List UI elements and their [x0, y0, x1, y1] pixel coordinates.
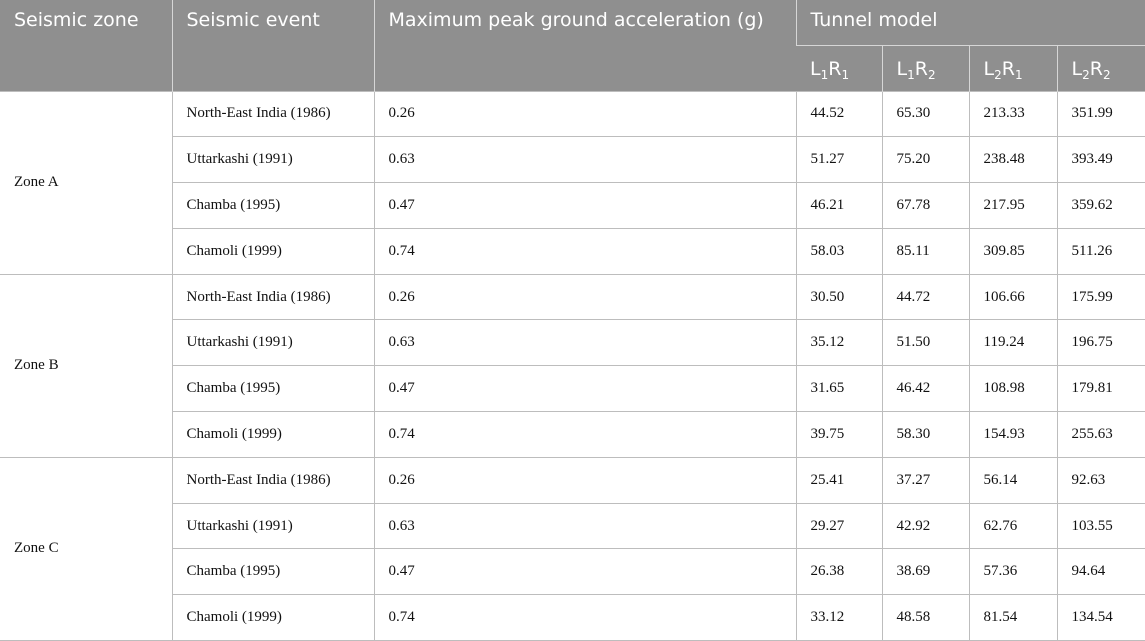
pga-cell: 0.26 — [373, 273, 797, 321]
header-model-l2r2: L2R2 — [1056, 44, 1145, 91]
value-cell: 37.27 — [881, 456, 970, 504]
value-cell: 56.14 — [968, 456, 1058, 504]
value-cell: 58.03 — [795, 227, 883, 275]
pga-cell: 0.47 — [373, 182, 797, 229]
pga-cell: 0.74 — [373, 594, 797, 641]
value-cell: 39.75 — [795, 411, 883, 458]
value-cell: 38.69 — [881, 548, 970, 596]
table-header: Seismic zone Seismic event Maximum peak … — [0, 0, 1145, 91]
value-cell: 51.50 — [881, 319, 970, 367]
value-cell: 309.85 — [968, 227, 1058, 275]
value-cell: 30.50 — [795, 273, 883, 321]
table-row: Zone B North-East India (1986) 0.26 30.50 44… — [0, 273, 1145, 458]
zone-label: Zone A — [0, 90, 173, 275]
value-cell: 46.42 — [881, 365, 970, 413]
value-cell: 51.27 — [795, 136, 883, 184]
value-cell: 75.20 — [881, 136, 970, 184]
event-cell: North-East India (1986) — [171, 90, 375, 138]
value-cell: 31.65 — [795, 365, 883, 413]
value-cell: 154.93 — [968, 411, 1058, 458]
table-body: Zone A North-East India (1986) 0.26 44.52 65… — [0, 90, 1145, 641]
table-row: Zone A North-East India (1986) 0.26 44.52 65… — [0, 90, 1145, 275]
header-seismic-event: Seismic event — [171, 0, 374, 91]
pga-cell: 0.26 — [373, 90, 797, 138]
header-model-l1r2: L1R2 — [881, 44, 969, 91]
value-cell: 65.30 — [881, 90, 970, 138]
table-row: Zone C North-East India (1986) 0.26 25.41 37… — [0, 456, 1145, 641]
value-cell: 511.26 — [1056, 227, 1145, 275]
value-cell: 196.75 — [1056, 319, 1145, 367]
event-cell: Uttarkashi (1991) — [172, 502, 375, 550]
value-cell: 44.52 — [795, 90, 883, 138]
value-cell: 33.12 — [795, 594, 883, 641]
value-cell: 238.48 — [968, 136, 1058, 184]
value-cell: 25.41 — [795, 456, 883, 504]
value-cell: 393.49 — [1056, 136, 1145, 184]
event-cell: Chamba (1995) — [172, 182, 375, 229]
value-cell: 255.63 — [1056, 411, 1145, 458]
zone-label: Zone C — [0, 456, 173, 641]
table-row: Uttarkashi (1991) 0.63 29.27 42.92 62.76 103.… — [0, 502, 1145, 550]
value-cell: 92.63 — [1056, 456, 1145, 504]
event-cell: North-East India (1986) — [171, 456, 375, 504]
pga-cell: 0.47 — [373, 548, 797, 596]
table-row: Chamoli (1999) 0.74 33.12 48.58 81.54 134.54 — [0, 594, 1145, 641]
event-cell: Chamoli (1999) — [172, 411, 375, 458]
value-cell: 67.78 — [881, 182, 970, 229]
table-row: Uttarkashi (1991) 0.63 35.12 51.50 119.24 196… — [0, 319, 1145, 367]
value-cell: 26.38 — [795, 548, 883, 596]
header-max-pga: Maximum peak ground acceleration (g) — [373, 0, 796, 91]
value-cell: 58.30 — [881, 411, 970, 458]
value-cell: 134.54 — [1056, 594, 1145, 641]
value-cell: 108.98 — [968, 365, 1058, 413]
event-cell: North-East India (1986) — [171, 273, 375, 321]
header-model-l2r1: L2R1 — [968, 44, 1057, 91]
pga-cell: 0.63 — [373, 136, 797, 184]
header-seismic-zone: Seismic zone — [0, 0, 172, 91]
value-cell: 46.21 — [795, 182, 883, 229]
table-row: Chamba (1995) 0.47 31.65 46.42 108.98 179.81 — [0, 365, 1145, 413]
value-cell: 213.33 — [968, 90, 1058, 138]
table-row: Chamoli (1999) 0.74 58.03 85.11 309.85 511.26 — [0, 227, 1145, 275]
event-cell: Chamoli (1999) — [172, 594, 375, 641]
value-cell: 175.99 — [1056, 273, 1145, 321]
value-cell: 94.64 — [1056, 548, 1145, 596]
event-cell: Chamba (1995) — [172, 548, 375, 596]
pga-cell: 0.74 — [373, 411, 797, 458]
value-cell: 85.11 — [881, 227, 970, 275]
table-row: Chamba (1995) 0.47 26.38 38.69 57.36 94.64 — [0, 548, 1145, 596]
table-row: Chamoli (1999) 0.74 39.75 58.30 154.93 255.63 — [0, 411, 1145, 458]
value-cell: 351.99 — [1056, 90, 1145, 138]
value-cell: 29.27 — [795, 502, 883, 550]
value-cell: 81.54 — [968, 594, 1058, 641]
table-row: Uttarkashi (1991) 0.63 51.27 75.20 238.48 393… — [0, 136, 1145, 184]
value-cell: 57.36 — [968, 548, 1058, 596]
value-cell: 42.92 — [881, 502, 970, 550]
event-cell: Uttarkashi (1991) — [172, 319, 375, 367]
event-cell: Chamoli (1999) — [172, 227, 375, 275]
value-cell: 35.12 — [795, 319, 883, 367]
event-cell: Chamba (1995) — [172, 365, 375, 413]
pga-cell: 0.63 — [373, 319, 797, 367]
value-cell: 103.55 — [1056, 502, 1145, 550]
event-cell: Uttarkashi (1991) — [172, 136, 375, 184]
value-cell: 48.58 — [881, 594, 970, 641]
value-cell: 62.76 — [968, 502, 1058, 550]
value-cell: 179.81 — [1056, 365, 1145, 413]
pga-cell: 0.63 — [373, 502, 797, 550]
value-cell: 44.72 — [881, 273, 970, 321]
pga-cell: 0.47 — [373, 365, 797, 413]
pga-cell: 0.26 — [373, 456, 797, 504]
value-cell: 106.66 — [968, 273, 1058, 321]
header-model-l1r1: L1R1 — [796, 44, 882, 91]
value-cell: 217.95 — [968, 182, 1058, 229]
value-cell: 119.24 — [968, 319, 1058, 367]
header-tunnel-model: Tunnel model — [795, 0, 1145, 45]
table-row: Chamba (1995) 0.47 46.21 67.78 217.95 359.62 — [0, 182, 1145, 229]
pga-cell: 0.74 — [373, 227, 797, 275]
zone-label: Zone B — [0, 273, 173, 458]
value-cell: 359.62 — [1056, 182, 1145, 229]
